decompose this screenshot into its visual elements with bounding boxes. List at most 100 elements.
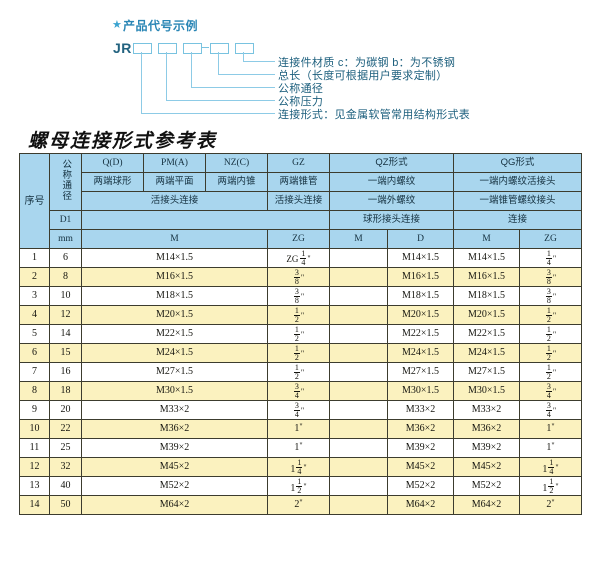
header-row-forms: 两端球形 两端平面 两端内锥 两端锥管 一端内螺纹 一端内螺纹活接头 xyxy=(20,172,583,192)
code-label-nominal-pressure: 公称压力 xyxy=(278,96,324,108)
header-group-code-qd: Q(D) xyxy=(81,153,144,173)
table-row: 11 25 M39×2 1" M39×2 M39×2 1" xyxy=(19,438,583,458)
cell-bore: 22 xyxy=(49,419,82,439)
header-blank-left xyxy=(81,210,330,230)
cell-gz-zg: 2" xyxy=(267,495,330,515)
header-row-connection: 活接头连接 活接头连接 一端外螺纹 一端锥管螺纹接头 xyxy=(20,191,583,211)
cell-bore: 8 xyxy=(49,267,82,287)
cell-qz-m xyxy=(329,248,388,268)
cell-gz-zg: 1" xyxy=(267,438,330,458)
table-row: 9 20 M33×2 3 4 " M33×2 M33×2 3 4 " xyxy=(19,400,583,420)
cell-qz-d: M20×1.5 xyxy=(386,305,455,325)
cell-thread-m: M39×2 xyxy=(81,438,268,458)
cell-qz-m xyxy=(329,324,388,344)
cell-bore: 20 xyxy=(49,400,82,420)
code-dash xyxy=(202,47,209,48)
header-form-qg: 一端内螺纹活接头 xyxy=(453,172,583,192)
cell-gz-zg: 3 8 " xyxy=(267,267,330,287)
cell-thread-m: M45×2 xyxy=(81,457,268,477)
cell-qg-m: M14×1.5 xyxy=(453,248,521,268)
header-bore-code: D1 xyxy=(49,210,82,230)
table-row: 3 10 M18×1.5 3 8 " M18×1.5 M18×1.5 3 8 " xyxy=(19,286,583,306)
header-group-code-pma: PM(A) xyxy=(143,153,206,173)
cell-gz-zg: 1" xyxy=(267,419,330,439)
cell-qz-m xyxy=(329,343,388,363)
cell-qg-m: M39×2 xyxy=(453,438,521,458)
cell-seq: 9 xyxy=(19,400,50,420)
header-thread-qz-m: M xyxy=(329,229,388,249)
header-thread-qg-zg: ZG xyxy=(519,229,583,249)
cell-seq: 12 xyxy=(19,457,50,477)
cell-qz-d: M22×1.5 xyxy=(386,324,455,344)
cell-gz-zg: 3 4 " xyxy=(267,400,330,420)
table-row: 14 50 M64×2 2" M64×2 M64×2 2" xyxy=(19,495,583,515)
cell-gz-zg: ZG 1 4 " xyxy=(267,248,330,268)
header-form-qz: 一端内螺纹 xyxy=(328,172,455,192)
cell-thread-m: M52×2 xyxy=(81,476,268,496)
cell-qg-zg: 1" xyxy=(519,438,583,458)
cell-bore: 32 xyxy=(49,457,82,477)
cell-qg-m: M20×1.5 xyxy=(453,305,521,325)
header-thread-qz-d: D xyxy=(386,229,455,249)
header-thread-qg-m: M xyxy=(453,229,521,249)
cell-qz-d: M36×2 xyxy=(386,419,455,439)
cell-thread-m: M36×2 xyxy=(81,419,268,439)
cell-qz-d: M24×1.5 xyxy=(386,343,455,363)
code-label-connection-form: 连接形式：见金属软管常用结构形式表 xyxy=(278,109,471,121)
cell-qg-zg: 1 2 " xyxy=(519,324,583,344)
cell-seq: 11 xyxy=(19,438,50,458)
cell-qg-m: M16×1.5 xyxy=(453,267,521,287)
cell-seq: 5 xyxy=(19,324,50,344)
cell-qg-m: M33×2 xyxy=(453,400,521,420)
header-ball-joint-qg: 连接 xyxy=(453,210,583,230)
header-row-d1: D1 球形接头连接 连接 xyxy=(20,210,583,230)
cell-qg-zg: 1 4 " xyxy=(519,248,583,268)
cell-qg-zg: 1 1 4 " xyxy=(519,457,583,477)
cell-qz-d: M52×2 xyxy=(386,476,455,496)
table-row: 10 22 M36×2 1" M36×2 M36×2 1" xyxy=(19,419,583,439)
leader-line-material-h xyxy=(243,61,275,62)
table-row: 8 18 M30×1.5 3 4 " M30×1.5 M30×1.5 3 4 " xyxy=(19,381,583,401)
cell-qg-zg: 1 2 " xyxy=(519,305,583,325)
cell-qz-m xyxy=(329,438,388,458)
cell-gz-zg: 1 1 4 " xyxy=(267,457,330,477)
cell-qg-m: M52×2 xyxy=(453,476,521,496)
cell-thread-m: M33×2 xyxy=(81,400,268,420)
cell-qg-m: M30×1.5 xyxy=(453,381,521,401)
cell-bore: 16 xyxy=(49,362,82,382)
cell-gz-zg: 1 1 2 " xyxy=(267,476,330,496)
cell-qg-m: M36×2 xyxy=(453,419,521,439)
cell-qz-d: M33×2 xyxy=(386,400,455,420)
page-title: 螺母连接形式参考表 xyxy=(28,131,218,152)
header-form-pma: 两端平面 xyxy=(143,172,206,192)
cell-thread-m: M14×1.5 xyxy=(81,248,268,268)
cell-qz-m xyxy=(329,267,388,287)
cell-qg-m: M45×2 xyxy=(453,457,521,477)
header-row-codes: 序号 公称通径 Q(D) PM(A) NZ(C) GZ QZ形式 QG形式 xyxy=(19,153,583,249)
cell-thread-m: M64×2 xyxy=(81,495,268,515)
header-bore-unit: mm xyxy=(49,229,82,249)
code-box-2 xyxy=(158,43,177,54)
header-conn-qg: 一端锥管螺纹接头 xyxy=(453,191,583,211)
cell-bore: 10 xyxy=(49,286,82,306)
cell-qz-d: M14×1.5 xyxy=(386,248,455,268)
cell-qz-d: M16×1.5 xyxy=(386,267,455,287)
cell-seq: 6 xyxy=(19,343,50,363)
cell-qz-m xyxy=(329,419,388,439)
cell-bore: 12 xyxy=(49,305,82,325)
table-row: 6 15 M24×1.5 1 2 " M24×1.5 M24×1.5 1 2 " xyxy=(19,343,583,363)
table-row: 5 14 M22×1.5 1 2 " M22×1.5 M22×1.5 1 2 " xyxy=(19,324,583,344)
cell-qz-m xyxy=(329,286,388,306)
header-ball-joint-qz: 球形接头连接 xyxy=(328,210,455,230)
cell-qg-zg: 3 4 " xyxy=(519,381,583,401)
cell-seq: 8 xyxy=(19,381,50,401)
cell-seq: 14 xyxy=(19,495,50,515)
cell-thread-m: M27×1.5 xyxy=(81,362,268,382)
header-row-units: mm M ZG M D M ZG xyxy=(20,229,583,249)
leader-line-bore-h xyxy=(191,87,275,88)
header-seq-label: 序号 xyxy=(24,195,45,207)
cell-qz-m xyxy=(329,381,388,401)
leader-line-material-v xyxy=(243,52,244,61)
header-conn-union: 活接头连接 xyxy=(81,191,268,211)
header-thread-gz-zg: ZG xyxy=(267,229,330,249)
